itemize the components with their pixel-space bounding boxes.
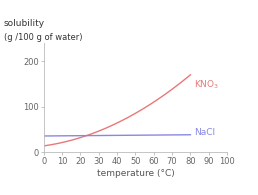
Text: KNO$_3$: KNO$_3$ [194, 79, 219, 91]
Text: solubility: solubility [4, 19, 45, 28]
Text: (g /100 g of water): (g /100 g of water) [4, 33, 82, 42]
Text: NaCl: NaCl [194, 129, 215, 137]
X-axis label: temperature (°C): temperature (°C) [96, 169, 174, 178]
